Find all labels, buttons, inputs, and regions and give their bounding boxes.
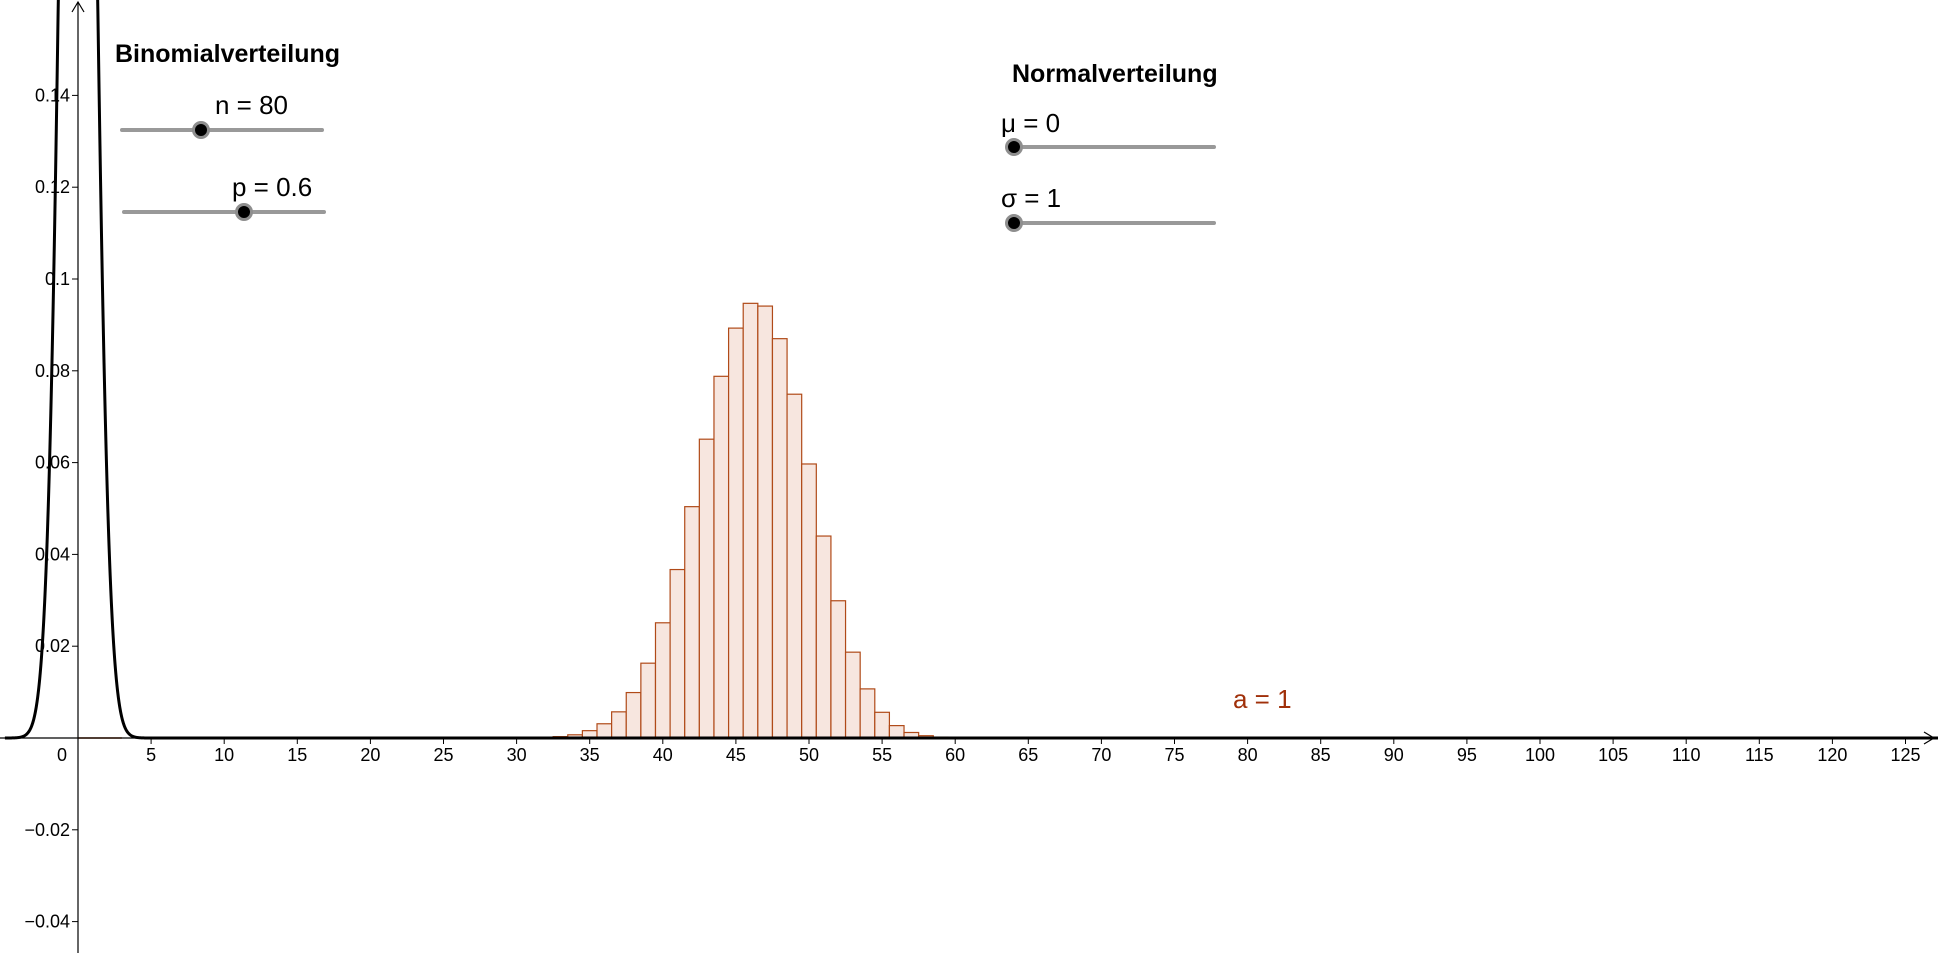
slider-n-handle[interactable] xyxy=(191,121,210,139)
x-tick-label: 55 xyxy=(872,745,892,765)
histogram-bar xyxy=(713,375,730,739)
x-tick-label: 30 xyxy=(507,745,527,765)
x-tick-label: 50 xyxy=(799,745,819,765)
y-tick-label: 0.14 xyxy=(35,85,70,105)
histogram-bar xyxy=(669,568,686,739)
histogram-bar xyxy=(640,662,657,739)
x-tick-label: 105 xyxy=(1598,745,1628,765)
x-tick-label: 75 xyxy=(1164,745,1184,765)
x-tick-label: 90 xyxy=(1384,745,1404,765)
slider-sigma-label: σ = 1 xyxy=(1001,183,1062,213)
slider-mu[interactable] xyxy=(1005,137,1216,157)
slider-mu-track[interactable] xyxy=(1014,145,1216,149)
slider-mu-label: μ = 0 xyxy=(1001,108,1061,138)
x-tick-label: 100 xyxy=(1525,745,1555,765)
histogram-bar xyxy=(874,711,891,739)
histogram-bar xyxy=(611,711,627,739)
binomial-histogram xyxy=(78,302,993,739)
y-tick-label: −0.02 xyxy=(24,820,70,840)
x-tick-label: 35 xyxy=(580,745,600,765)
slider-n-track[interactable] xyxy=(120,128,324,132)
slider-mu-handle[interactable] xyxy=(1005,138,1023,156)
x-tick-label: 115 xyxy=(1745,745,1774,765)
histogram-bar xyxy=(888,725,905,739)
x-tick-label: 110 xyxy=(1672,745,1701,765)
normal-curve xyxy=(4,0,1938,740)
histogram-bar xyxy=(757,305,774,739)
histogram-bar xyxy=(698,438,715,739)
slider-p-label: p = 0.6 xyxy=(232,172,313,202)
histogram-bar xyxy=(844,651,861,739)
x-tick-label: 20 xyxy=(360,745,380,765)
y-tick-label: 0.06 xyxy=(35,453,70,473)
normal-curve-layer xyxy=(4,0,1938,740)
histogram-bar xyxy=(596,723,613,739)
y-tick-label: −0.04 xyxy=(24,912,70,932)
x-tick-label: 45 xyxy=(726,745,746,765)
histogram-bar xyxy=(786,393,803,739)
slider-sigma-handle[interactable] xyxy=(1005,214,1023,232)
x-tick-label: 10 xyxy=(214,745,234,765)
histogram-bar xyxy=(801,463,817,739)
binomial-title: Binomialverteilung xyxy=(115,40,341,68)
y-tick-label: 0.12 xyxy=(35,177,70,197)
x-tick-label: 95 xyxy=(1457,745,1477,765)
slider-n[interactable] xyxy=(120,120,324,140)
x-tick-label: 40 xyxy=(653,745,673,765)
y-tick-label: 0.04 xyxy=(35,544,70,564)
histogram-bar xyxy=(815,535,832,739)
x-tick-label: 0 xyxy=(57,745,67,765)
slider-p-handle[interactable] xyxy=(235,203,254,221)
x-tick-label: 85 xyxy=(1311,745,1331,765)
x-tick-label: 15 xyxy=(287,745,307,765)
histogram-bar xyxy=(684,506,700,739)
y-tick-label: 0.02 xyxy=(35,636,70,656)
x-tick-label: 5 xyxy=(146,745,156,765)
y-axis-arrow xyxy=(71,0,85,13)
normal-title: Normalverteilung xyxy=(1012,60,1218,88)
x-tick-label: 70 xyxy=(1091,745,1111,765)
x-tick-label: 80 xyxy=(1238,745,1258,765)
x-tick-label: 120 xyxy=(1817,745,1847,765)
histogram-bar xyxy=(830,600,847,739)
slider-n-label: n = 80 xyxy=(215,90,289,120)
y-tick-label: 0.1 xyxy=(45,269,70,289)
x-tick-label: 60 xyxy=(945,745,965,765)
slider-p[interactable] xyxy=(122,202,326,222)
histogram-bar xyxy=(654,622,671,739)
histogram-bar xyxy=(742,302,759,739)
slider-sigma-track[interactable] xyxy=(1014,221,1216,225)
x-tick-label: 125 xyxy=(1890,745,1920,765)
x-tick-label: 25 xyxy=(433,745,453,765)
histogram-bar xyxy=(727,327,744,739)
a-value-label: a = 1 xyxy=(1233,684,1292,714)
x-tick-label: 65 xyxy=(1018,745,1038,765)
slider-sigma[interactable] xyxy=(1005,213,1216,233)
histogram-bar xyxy=(859,688,876,739)
slider-p-track[interactable] xyxy=(122,210,326,214)
histogram-bar xyxy=(625,691,642,739)
histogram-bar xyxy=(771,338,788,739)
